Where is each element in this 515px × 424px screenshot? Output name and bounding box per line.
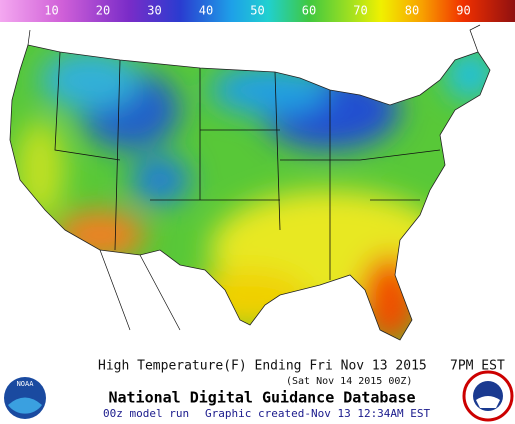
- colorbar: [0, 0, 515, 22]
- noaa-text: NOAA: [17, 380, 35, 388]
- noaa-logo: NOAA: [4, 377, 46, 419]
- colorbar-label: 40: [199, 4, 213, 18]
- colorbar-label: 20: [96, 4, 110, 18]
- title: National Digital Guidance Database: [108, 389, 415, 407]
- model-run: 00z model run: [103, 407, 189, 420]
- colorbar-label: 50: [250, 4, 264, 18]
- colorbar-label: 10: [44, 4, 58, 18]
- caption-line: High Temperature(F) Ending Fri Nov 13 20…: [98, 359, 427, 374]
- us-outline: [9, 44, 491, 341]
- colorbar-label: 80: [405, 4, 419, 18]
- nws-logo: [462, 370, 514, 422]
- temperature-field: [10, 45, 490, 340]
- created: Graphic created-Nov 13 12:34AM EST: [205, 407, 431, 420]
- colorbar-label: 30: [147, 4, 161, 18]
- caption-time: 7PM EST: [450, 359, 505, 374]
- colorbar-label: 60: [302, 4, 316, 18]
- caption-utc: (Sat Nov 14 2015 00Z): [286, 376, 412, 387]
- colorbar-label: 70: [353, 4, 367, 18]
- colorbar-label: 90: [456, 4, 470, 18]
- borders: [27, 24, 481, 331]
